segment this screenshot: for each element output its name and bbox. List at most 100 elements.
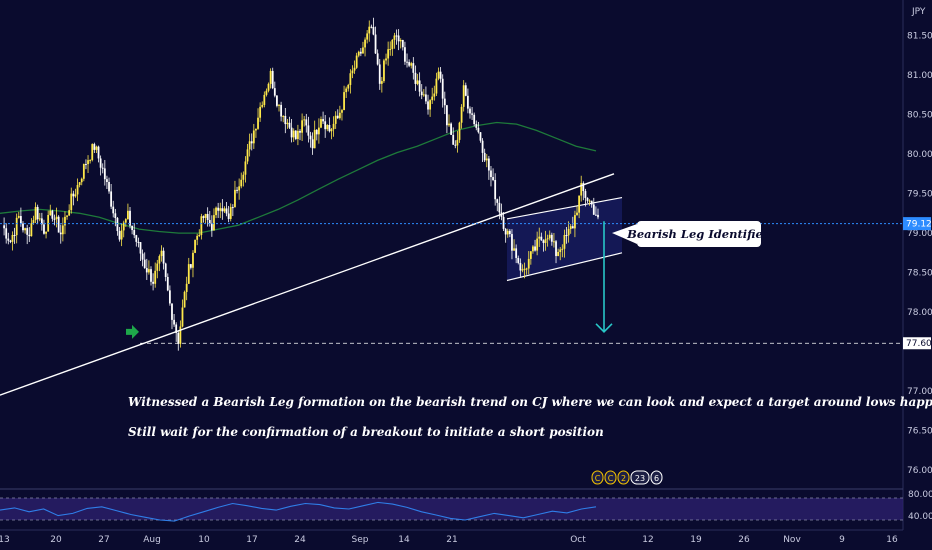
candle-body [101, 167, 104, 169]
candle-body [221, 208, 224, 212]
candle-body [322, 119, 324, 122]
time-tick-label: 26 [738, 535, 750, 545]
current-price-label [903, 217, 931, 231]
candle-body [87, 160, 89, 165]
candle-body [437, 71, 440, 79]
candle-body [72, 193, 75, 197]
candle-body [255, 128, 257, 131]
candle-body [246, 149, 249, 162]
candle-body [91, 144, 94, 161]
price-tick-label: 77.000 [907, 387, 932, 397]
candle-body [519, 262, 522, 271]
candle-body [580, 183, 583, 196]
candle-body [257, 117, 259, 129]
candle-body [595, 214, 597, 216]
candle-body [338, 112, 341, 119]
candle-body [204, 213, 207, 218]
candle-body [492, 177, 494, 180]
candle-body [192, 252, 194, 268]
candle-body [7, 238, 10, 241]
candle-body [297, 130, 299, 139]
candle-body [464, 85, 467, 96]
candle-body [557, 251, 560, 257]
candle-body [431, 96, 434, 101]
time-tick-label: 10 [198, 535, 210, 545]
candle-body [578, 195, 581, 213]
candle-body [236, 189, 238, 191]
candle-body [278, 104, 280, 106]
time-tick-label: 13 [0, 535, 10, 545]
candle-body [5, 228, 8, 239]
candle-body [135, 235, 138, 242]
candle-body [597, 214, 599, 218]
candle-body [410, 63, 413, 66]
candle-body [148, 269, 150, 273]
indicator-badge[interactable] [591, 470, 604, 485]
candle-body [32, 220, 35, 224]
candle-body [466, 95, 469, 109]
currency-label: JPY [911, 7, 926, 17]
candle-body [536, 238, 539, 251]
candle-body [202, 216, 205, 218]
candle-body [189, 264, 192, 268]
candle-body [53, 218, 56, 220]
rsi-level-80: 80.00 [908, 490, 932, 500]
candle-body [265, 90, 268, 95]
indicator-badge[interactable] [650, 470, 663, 485]
indicator-badge[interactable] [617, 470, 630, 485]
candle-body [450, 123, 452, 135]
candle-body [124, 219, 127, 223]
candle-body [181, 307, 184, 327]
indicator-badge[interactable] [604, 470, 617, 485]
candle-body [317, 127, 320, 135]
candle-body [320, 119, 322, 128]
candle-body [372, 27, 375, 35]
time-tick-label: 12 [642, 535, 653, 545]
candle-body [529, 251, 532, 259]
channel-upper-line [506, 196, 623, 220]
candle-body [523, 268, 526, 270]
time-axis-ticks: 13 20 27 Aug 10 17 24 Sep 14 21 Oct 12 19 26 Nov 9 16 [0, 535, 898, 545]
candle-body [456, 139, 459, 146]
candle-body [420, 91, 423, 96]
candle-body [208, 220, 211, 224]
candle-body [57, 216, 60, 233]
candle-body [271, 70, 274, 89]
candle-body [307, 125, 310, 136]
candle-body [267, 83, 270, 91]
candle-body [34, 206, 37, 221]
candle-body [435, 78, 438, 94]
candle-body [49, 210, 52, 216]
annotation-line-1: Witnessed a Bearish Leg formation on the… [128, 395, 932, 409]
candle-body [341, 110, 343, 113]
bearish-leg-callout: Bearish Leg Identified [612, 221, 771, 247]
candle-body [95, 146, 98, 150]
candle-body [78, 182, 81, 186]
candle-body [252, 130, 255, 144]
candle-body [532, 246, 534, 252]
candle-body [194, 239, 196, 253]
candle-body [563, 235, 566, 249]
price-tick-label: 80.500 [907, 111, 932, 121]
candle-body [548, 234, 551, 239]
candle-body [508, 230, 511, 235]
candle-body [175, 324, 178, 333]
indicator-badge[interactable] [630, 470, 650, 485]
price-axis-ticks: 81.500 81.000 80.500 80.000 79.500 79.000 78.5… [907, 32, 932, 477]
indicator-badges[interactable]: C C 2 23 6 [591, 470, 663, 485]
candle-body [349, 73, 352, 85]
candle-body [112, 206, 115, 214]
candle-body [290, 127, 293, 138]
candle-body [38, 218, 41, 220]
candle-body [127, 210, 129, 220]
candle-body [240, 179, 243, 187]
candle-body [160, 250, 163, 257]
candle-body [17, 216, 20, 218]
candle-body [24, 228, 26, 231]
candle-body [250, 141, 253, 144]
candle-body [133, 230, 136, 236]
annotation-line-2: Still wait for the confirmation of a bre… [128, 425, 604, 439]
candle-body [315, 129, 318, 135]
candle-body [82, 164, 85, 179]
